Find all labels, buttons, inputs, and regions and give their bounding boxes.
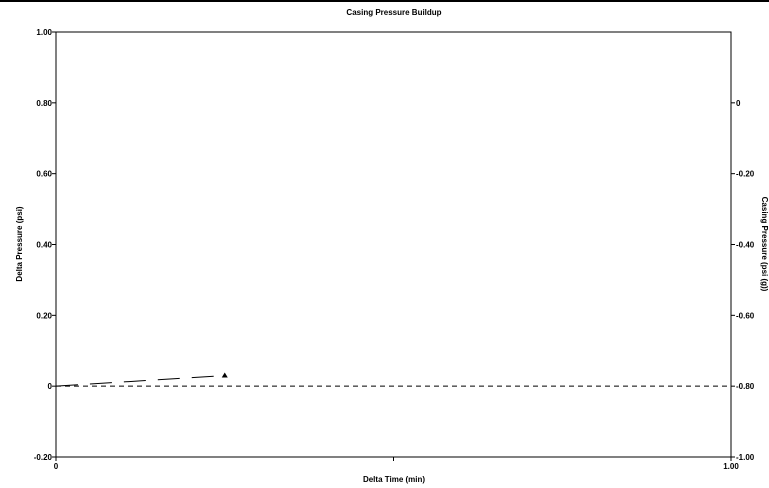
y-tick-label-2: 0.20 [36, 311, 52, 320]
top-rule [0, 0, 769, 2]
axes: 0 1.00-0.2000.200.400.600.801.00-1.00-0.8… [34, 28, 755, 471]
x-axis-label: Delta Time (min) [363, 475, 425, 484]
series-layer [55, 372, 731, 387]
x-tick-label-2: 1.00 [723, 462, 739, 471]
y-tick-label-1: 0 [48, 382, 53, 391]
y2-tick-label-5: 0 [736, 99, 741, 108]
chart-title: Casing Pressure Buildup [346, 8, 441, 17]
y2-axis-label: Casing Pressure (psi (g)) [760, 197, 769, 292]
series-line-0 [55, 375, 225, 387]
y-tick-label-3: 0.40 [36, 241, 52, 250]
plot-frame [55, 31, 732, 458]
y-tick-label-4: 0.60 [36, 170, 52, 179]
y2-tick-label-1: -0.80 [736, 382, 755, 391]
y-axis-label: Delta Pressure (psi) [15, 206, 24, 281]
y-tick-label-6: 1.00 [36, 28, 52, 37]
y-tick-label-0: -0.20 [34, 453, 53, 462]
y-tick-label-5: 0.80 [36, 99, 52, 108]
x-tick-label-0: 0 [54, 462, 59, 471]
y2-tick-label-4: -0.20 [736, 170, 755, 179]
y2-tick-label-0: -1.00 [736, 453, 755, 462]
y2-tick-label-2: -0.60 [736, 311, 755, 320]
y2-tick-label-3: -0.40 [736, 241, 755, 250]
series-marker-0-1 [221, 372, 228, 378]
